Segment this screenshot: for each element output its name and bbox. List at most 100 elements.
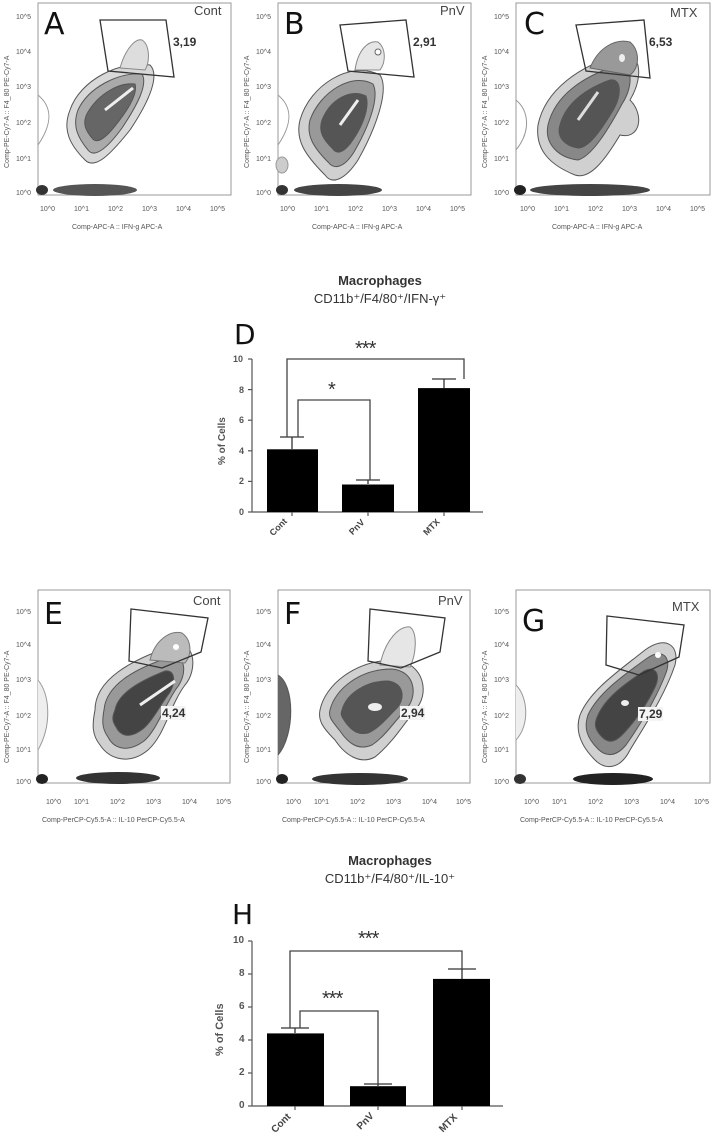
- condition-label-b: PnV: [440, 3, 465, 18]
- y-tick: 10^3: [16, 677, 31, 684]
- x-tick: 10^1: [554, 206, 569, 213]
- x-tick: 10^2: [348, 206, 363, 213]
- x-tick: 10^3: [146, 799, 161, 806]
- y-axis-label-c: Comp-PE-Cy7-A :: F4_80 PE-Cy7-A: [482, 55, 489, 168]
- x-tick: 10^5: [694, 799, 709, 806]
- gate-value-c: 6,53: [648, 35, 674, 49]
- y-tick-d: 8: [239, 385, 245, 395]
- y-tick: 10^0: [16, 190, 31, 197]
- y-axis-label-d: % of Cells: [217, 417, 228, 465]
- contour-plot-f: [276, 589, 471, 785]
- condition-label-f: PnV: [438, 593, 463, 608]
- y-axis-label-b: Comp-PE-Cy7-A :: F4_80 PE-Cy7-A: [244, 55, 251, 168]
- y-tick-d: 2: [239, 476, 245, 486]
- x-tick: 10^0: [280, 206, 295, 213]
- x-tick: 10^5: [216, 799, 231, 806]
- contour-plot-b: [275, 2, 472, 196]
- y-tick: 10^0: [494, 779, 509, 786]
- x-axis-label-a: Comp-APC-A :: IFN-g APC-A: [72, 224, 163, 231]
- contour-plot-c: [514, 2, 711, 196]
- error-bars-h: [281, 968, 476, 1086]
- y-tick: 10^3: [256, 677, 271, 684]
- chart-title-d: Macrophages CD11b⁺/F4/80⁺/IFN-γ⁺: [280, 272, 480, 308]
- gate-value-e: 4,24: [161, 706, 187, 720]
- y-tick: 10^0: [256, 779, 271, 786]
- chart-title-h-line1: Macrophages: [348, 853, 432, 868]
- x-tick: 10^2: [350, 799, 365, 806]
- contour-plot-a: [36, 2, 232, 196]
- condition-label-e: Cont: [193, 593, 221, 608]
- x-tick: 10^1: [314, 799, 329, 806]
- x-tick: 10^1: [74, 206, 89, 213]
- x-tick: 10^3: [142, 206, 157, 213]
- y-tick: 10^4: [256, 642, 271, 649]
- y-tick-h: 10: [233, 935, 245, 946]
- y-tick: 10^2: [494, 120, 509, 127]
- sig-brackets-h: [289, 950, 463, 1084]
- y-tick-h: 4: [239, 1034, 245, 1045]
- y-tick: 10^2: [494, 713, 509, 720]
- sig-label-d-top: ***: [355, 338, 376, 360]
- panel-letter-a: A: [44, 7, 65, 42]
- y-tick: 10^4: [16, 49, 31, 56]
- contour-plot-e: [36, 589, 231, 784]
- x-tick: 10^0: [286, 799, 301, 806]
- y-tick-h: 2: [239, 1067, 245, 1078]
- chart-title-d-line1: Macrophages: [338, 273, 422, 288]
- x-tick: 10^1: [552, 799, 567, 806]
- x-cat-d-pnv: PnV: [347, 517, 367, 537]
- y-tick: 10^2: [256, 713, 271, 720]
- x-tick: 10^5: [456, 799, 471, 806]
- x-tick: 10^2: [108, 206, 123, 213]
- x-cat-d-cont: Cont: [267, 516, 290, 538]
- x-tick: 10^4: [660, 799, 675, 806]
- y-tick-h: 0: [239, 1100, 245, 1111]
- x-axis-label-b: Comp-APC-A :: IFN-g APC-A: [312, 224, 403, 231]
- x-tick: 10^1: [74, 799, 89, 806]
- panel-letter-d: D: [234, 318, 256, 351]
- bar-d-pnv: [342, 484, 394, 512]
- x-tick: 10^0: [40, 206, 55, 213]
- x-tick: 10^0: [524, 799, 539, 806]
- y-axis-label-h: % of Cells: [214, 1003, 226, 1056]
- x-tick: 10^3: [622, 206, 637, 213]
- x-tick: 10^2: [588, 799, 603, 806]
- contour-plot-g: [514, 589, 711, 785]
- y-tick: 10^1: [256, 156, 271, 163]
- y-tick: 10^0: [16, 779, 31, 786]
- condition-label-a: Cont: [194, 3, 222, 18]
- y-tick: 10^0: [494, 190, 509, 197]
- x-tick: 10^4: [422, 799, 437, 806]
- y-tick: 10^3: [494, 677, 509, 684]
- x-tick: 10^4: [416, 206, 431, 213]
- flow-plot-g: G MTX 7,29 Comp-PerCP-Cy5.5-A :: IL-10 P…: [480, 585, 712, 824]
- y-tick: 10^1: [494, 747, 509, 754]
- axes-h: [248, 940, 503, 1110]
- y-tick: 10^4: [256, 49, 271, 56]
- y-tick: 10^4: [494, 49, 509, 56]
- x-tick: 10^3: [386, 799, 401, 806]
- sig-label-h-inner: ***: [322, 988, 343, 1010]
- y-axis-label-f: Comp-PE-Cy7-A :: F4_80 PE-Cy7-A: [244, 650, 251, 763]
- y-tick: 10^5: [494, 609, 509, 616]
- chart-title-h: Macrophages CD11b⁺/F4/80⁺/IL-10⁺: [290, 852, 490, 888]
- sig-label-h-top: ***: [358, 928, 379, 950]
- panel-letter-c: C: [524, 7, 545, 42]
- gate-value-f: 2,94: [400, 706, 426, 720]
- y-tick: 10^5: [16, 14, 31, 21]
- gate-value-g: 7,29: [638, 707, 664, 721]
- x-tick: 10^0: [46, 799, 61, 806]
- bar-h-cont: [267, 1033, 324, 1106]
- gate-value-a: 3,19: [172, 35, 198, 49]
- x-axis-label-c: Comp-APC-A :: IFN-g APC-A: [552, 224, 643, 231]
- y-tick-d: 6: [239, 415, 245, 425]
- x-tick: 10^5: [450, 206, 465, 213]
- x-tick: 10^4: [176, 206, 191, 213]
- y-axis-label-e: Comp-PE-Cy7-A :: F4_80 PE-Cy7-A: [4, 650, 11, 763]
- y-tick-d: 0: [239, 507, 245, 517]
- y-tick: 10^5: [16, 609, 31, 616]
- y-tick-d: 10: [233, 354, 244, 364]
- flow-plot-e: E Cont 4,24 Comp-PerCP-Cy5.5-A :: IL-10 …: [0, 585, 232, 824]
- y-tick: 10^2: [16, 713, 31, 720]
- x-axis-label-e: Comp-PerCP-Cy5.5-A :: IL-10 PerCP-Cy5.5-…: [42, 817, 185, 824]
